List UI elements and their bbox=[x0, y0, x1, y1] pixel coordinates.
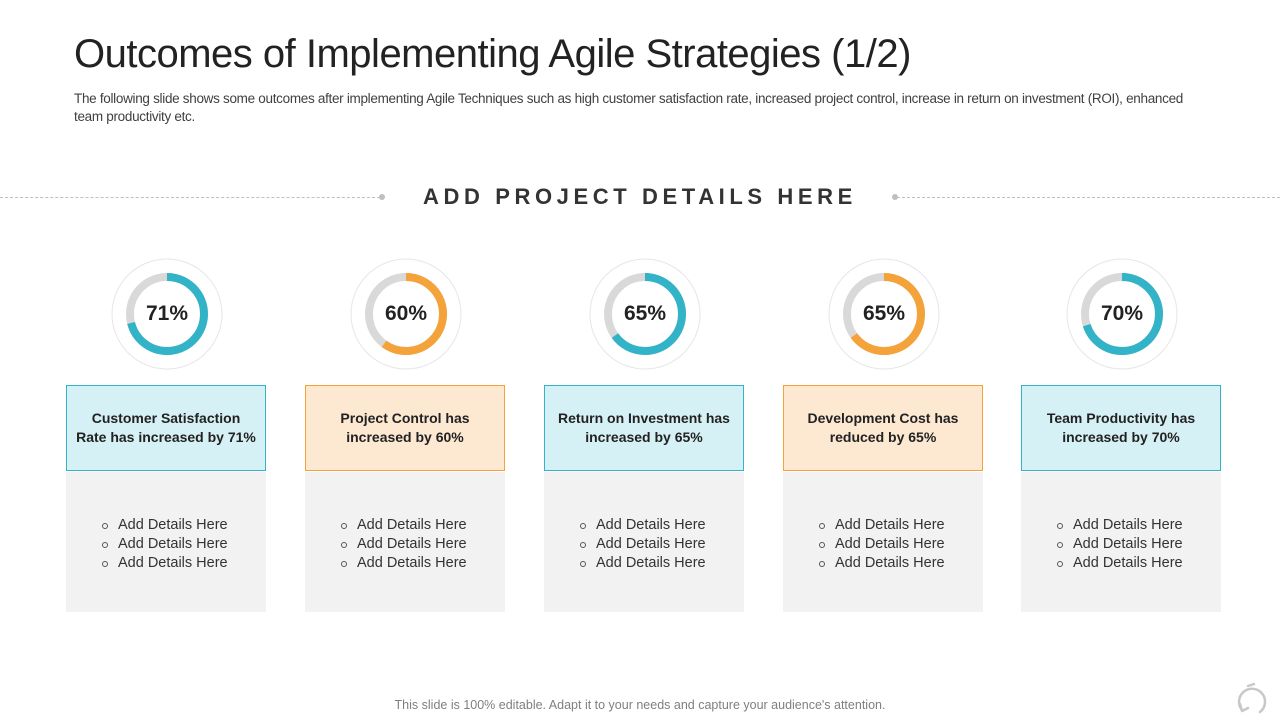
outcome-card: 65% Return on Investment has increased b… bbox=[544, 258, 746, 612]
detail-text: Add Details Here bbox=[357, 517, 467, 533]
progress-ring: 65% bbox=[589, 258, 701, 370]
percent-label: 60% bbox=[384, 302, 428, 325]
percent-label: 70% bbox=[1100, 302, 1144, 325]
divider-line-left bbox=[0, 197, 380, 198]
details-panel: Add Details Here Add Details Here Add De… bbox=[544, 472, 744, 612]
outcome-card: 60% Project Control has increased by 60%… bbox=[305, 258, 507, 612]
details-list: Add Details Here Add Details Here Add De… bbox=[341, 516, 467, 573]
ring-arc bbox=[1081, 273, 1163, 355]
footer-note: This slide is 100% editable. Adapt it to… bbox=[394, 698, 886, 712]
circle-bullet-icon bbox=[819, 560, 825, 567]
progress-ring-graphic bbox=[350, 258, 462, 370]
ring-arc bbox=[604, 273, 686, 355]
detail-text: Add Details Here bbox=[1073, 555, 1183, 571]
details-panel: Add Details Here Add Details Here Add De… bbox=[305, 472, 505, 612]
list-item: Add Details Here bbox=[819, 516, 945, 535]
list-item: Add Details Here bbox=[341, 554, 467, 573]
outcome-card: 70% Team Productivity has increased by 7… bbox=[1021, 258, 1223, 612]
detail-text: Add Details Here bbox=[118, 517, 228, 533]
outcome-headline: Team Productivity has increased by 70% bbox=[1021, 385, 1221, 471]
progress-ring: 65% bbox=[828, 258, 940, 370]
slide-title: Outcomes of Implementing Agile Strategie… bbox=[74, 32, 911, 76]
progress-ring-graphic bbox=[1066, 258, 1178, 370]
circle-bullet-icon bbox=[102, 522, 108, 529]
divider-dot-right bbox=[892, 194, 898, 200]
circle-bullet-icon bbox=[1057, 560, 1063, 567]
outcome-card: 71% Customer Satisfaction Rate has incre… bbox=[66, 258, 268, 612]
detail-text: Add Details Here bbox=[118, 536, 228, 552]
list-item: Add Details Here bbox=[819, 535, 945, 554]
details-panel: Add Details Here Add Details Here Add De… bbox=[783, 472, 983, 612]
section-divider bbox=[0, 188, 1280, 208]
ring-arc bbox=[843, 273, 925, 355]
details-list: Add Details Here Add Details Here Add De… bbox=[1057, 516, 1183, 573]
circle-bullet-icon bbox=[102, 560, 108, 567]
detail-text: Add Details Here bbox=[1073, 517, 1183, 533]
list-item: Add Details Here bbox=[341, 535, 467, 554]
progress-ring-graphic bbox=[111, 258, 223, 370]
progress-ring-graphic bbox=[589, 258, 701, 370]
list-item: Add Details Here bbox=[580, 554, 706, 573]
divider-dot-left bbox=[379, 194, 385, 200]
circle-bullet-icon bbox=[341, 541, 347, 548]
circle-bullet-icon bbox=[341, 560, 347, 567]
circle-bullet-icon bbox=[819, 522, 825, 529]
ring-arc bbox=[365, 273, 447, 355]
list-item: Add Details Here bbox=[102, 535, 228, 554]
circle-bullet-icon bbox=[1057, 522, 1063, 529]
detail-text: Add Details Here bbox=[835, 555, 945, 571]
detail-text: Add Details Here bbox=[596, 536, 706, 552]
list-item: Add Details Here bbox=[580, 516, 706, 535]
circle-bullet-icon bbox=[1057, 541, 1063, 548]
outcome-headline: Development Cost has reduced by 65% bbox=[783, 385, 983, 471]
details-list: Add Details Here Add Details Here Add De… bbox=[819, 516, 945, 573]
outcome-card: 65% Development Cost has reduced by 65% … bbox=[783, 258, 985, 612]
progress-ring: 60% bbox=[350, 258, 462, 370]
refresh-cycle-icon bbox=[1234, 680, 1274, 716]
outcome-headline: Return on Investment has increased by 65… bbox=[544, 385, 744, 471]
detail-text: Add Details Here bbox=[596, 517, 706, 533]
detail-text: Add Details Here bbox=[835, 536, 945, 552]
details-panel: Add Details Here Add Details Here Add De… bbox=[66, 472, 266, 612]
circle-bullet-icon bbox=[819, 541, 825, 548]
details-list: Add Details Here Add Details Here Add De… bbox=[102, 516, 228, 573]
detail-text: Add Details Here bbox=[357, 536, 467, 552]
percent-label: 65% bbox=[623, 302, 667, 325]
list-item: Add Details Here bbox=[1057, 516, 1183, 535]
list-item: Add Details Here bbox=[1057, 554, 1183, 573]
details-panel: Add Details Here Add Details Here Add De… bbox=[1021, 472, 1221, 612]
list-item: Add Details Here bbox=[580, 535, 706, 554]
ring-arc bbox=[126, 273, 208, 355]
circle-bullet-icon bbox=[102, 541, 108, 548]
detail-text: Add Details Here bbox=[357, 555, 467, 571]
list-item: Add Details Here bbox=[819, 554, 945, 573]
percent-label: 71% bbox=[145, 302, 189, 325]
list-item: Add Details Here bbox=[102, 554, 228, 573]
detail-text: Add Details Here bbox=[835, 517, 945, 533]
detail-text: Add Details Here bbox=[118, 555, 228, 571]
detail-text: Add Details Here bbox=[596, 555, 706, 571]
progress-ring: 70% bbox=[1066, 258, 1178, 370]
list-item: Add Details Here bbox=[1057, 535, 1183, 554]
list-item: Add Details Here bbox=[102, 516, 228, 535]
circle-bullet-icon bbox=[341, 522, 347, 529]
circle-bullet-icon bbox=[580, 560, 586, 567]
percent-label: 65% bbox=[862, 302, 906, 325]
circle-bullet-icon bbox=[580, 541, 586, 548]
outcome-headline: Project Control has increased by 60% bbox=[305, 385, 505, 471]
details-list: Add Details Here Add Details Here Add De… bbox=[580, 516, 706, 573]
slide-subtitle: The following slide shows some outcomes … bbox=[74, 91, 1183, 124]
progress-ring: 71% bbox=[111, 258, 223, 370]
divider-line-right bbox=[897, 197, 1280, 198]
list-item: Add Details Here bbox=[341, 516, 467, 535]
circle-bullet-icon bbox=[580, 522, 586, 529]
progress-ring-graphic bbox=[828, 258, 940, 370]
outcome-headline: Customer Satisfaction Rate has increased… bbox=[66, 385, 266, 471]
section-heading: ADD PROJECT DETAILS HERE bbox=[423, 184, 857, 209]
detail-text: Add Details Here bbox=[1073, 536, 1183, 552]
